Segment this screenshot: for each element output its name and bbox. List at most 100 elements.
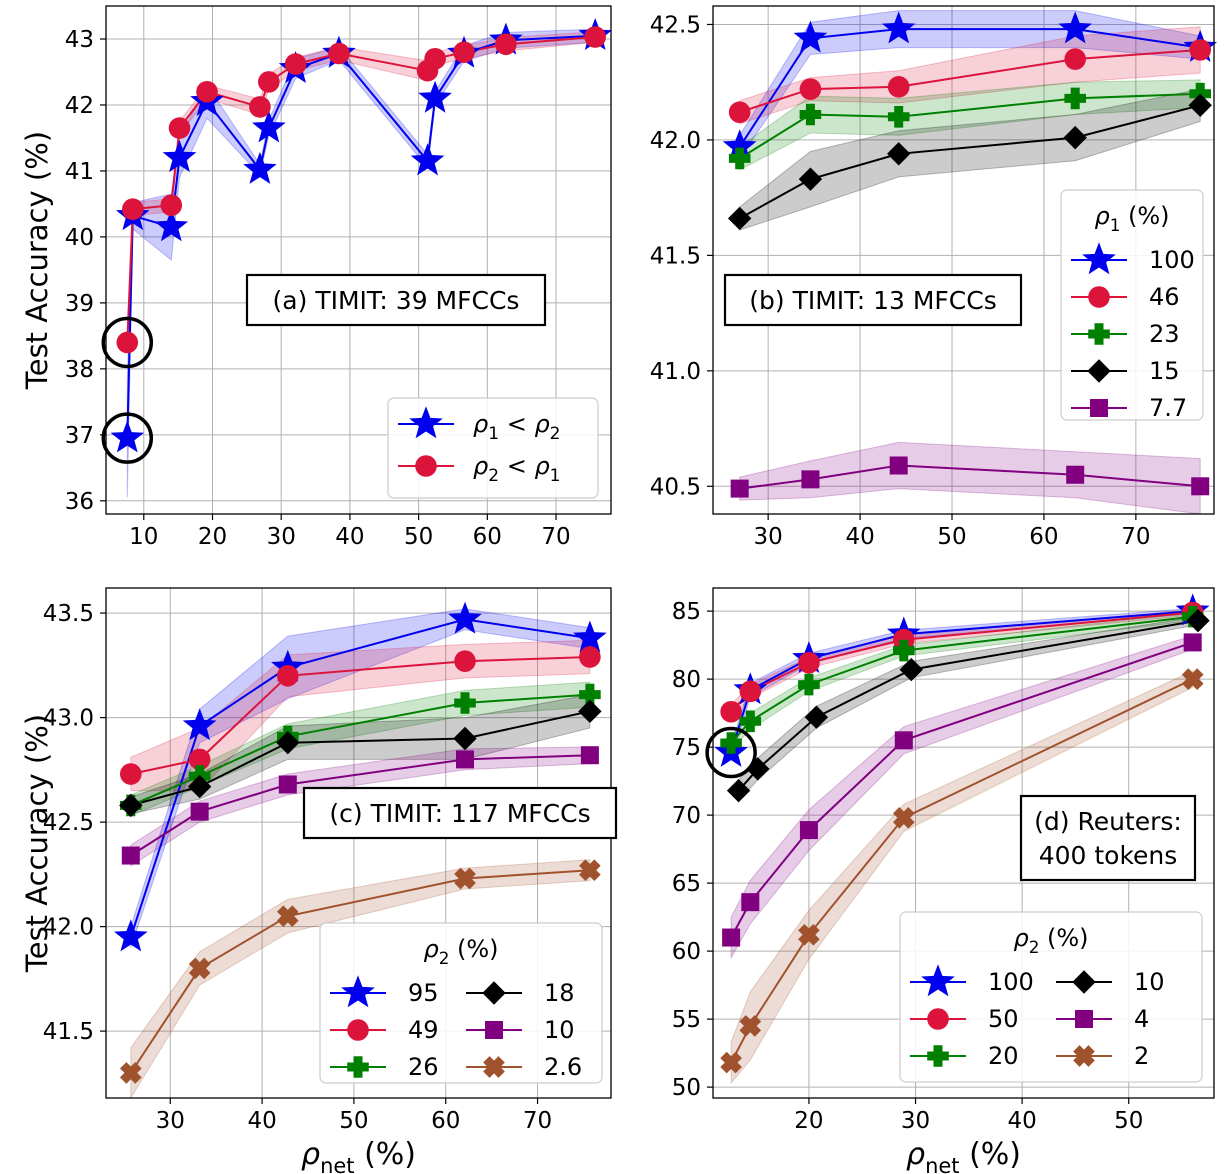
data-point: [1186, 608, 1210, 633]
data-point: [188, 748, 211, 771]
legend-marker: [1090, 399, 1108, 417]
y-tick-label: 70: [672, 803, 701, 829]
data-point: [190, 802, 209, 821]
data-point: [579, 859, 601, 882]
legend-label: 18: [544, 979, 575, 1007]
x-tick-label: 20: [794, 1108, 823, 1134]
data-point: [728, 101, 751, 124]
y-tick-label: 43: [65, 27, 94, 53]
y-tick-label: 60: [672, 939, 701, 965]
data-point: [196, 80, 218, 103]
data-point: [1191, 477, 1210, 496]
legend-marker: [1075, 1010, 1093, 1028]
y-tick-label: 42.5: [650, 12, 701, 38]
data-point: [456, 750, 475, 769]
legend-marker: [927, 1008, 949, 1030]
x-tick-label: 60: [473, 524, 502, 550]
x-tick-label: 50: [339, 1108, 368, 1134]
data-point: [579, 683, 601, 706]
legend-label: 10: [1134, 968, 1165, 996]
y-tick-label: 42.0: [650, 128, 701, 154]
data-point: [276, 730, 300, 755]
legend-label: 20: [988, 1042, 1019, 1070]
data-point: [798, 167, 823, 191]
annotation-text: (c) TIMIT: 117 MFCCs: [329, 799, 590, 828]
data-point: [188, 957, 211, 980]
legend-label: 23: [1149, 320, 1180, 348]
legend: ρ2 (%) 100 50 20 10 4 2: [899, 911, 1203, 1083]
legend-marker: [1082, 242, 1116, 275]
y-tick-label: 41.0: [650, 359, 701, 385]
x-tick-label: 70: [1121, 524, 1150, 550]
annotation-box: [1019, 794, 1197, 882]
legend-marker: [347, 1019, 369, 1041]
data-point: [578, 699, 602, 724]
legend-label: ρ2 < ρ1: [473, 452, 561, 486]
data-point: [889, 456, 908, 475]
legend-title: ρ1 (%): [1094, 202, 1169, 235]
x-tick-label: 30: [754, 524, 783, 550]
data-point: [114, 919, 148, 952]
x-tick-label: 40: [845, 524, 874, 550]
data-point: [121, 198, 144, 220]
data-point: [110, 420, 145, 453]
y-tick-label: 80: [672, 667, 701, 693]
legend-marker: [485, 1021, 503, 1039]
axes-frame: [105, 5, 612, 515]
data-point: [741, 893, 760, 912]
data-point: [739, 710, 762, 733]
data-point: [720, 732, 742, 754]
highlight-circle: [101, 316, 154, 369]
data-point: [881, 11, 916, 44]
x-tick-label: 30: [267, 524, 296, 550]
legend-label: 50: [988, 1005, 1019, 1033]
data-point: [1064, 48, 1086, 70]
data-point: [739, 680, 762, 703]
data-point: [730, 479, 749, 498]
annotation-box: [245, 273, 547, 327]
data-point: [580, 746, 599, 765]
y-tick-label: 36: [65, 489, 94, 515]
x-tick-label: 60: [431, 1108, 460, 1134]
legend-label: 10: [544, 1016, 575, 1044]
y-tick-label: 43.5: [43, 601, 94, 627]
legend-marker: [1088, 286, 1110, 308]
data-point: [893, 628, 915, 651]
x-tick-label: 40: [335, 524, 364, 550]
data-point: [798, 652, 820, 674]
data-point: [1058, 11, 1092, 44]
x-axis-label: ρnet (%): [301, 1137, 416, 1174]
y-tick-label: 42.0: [43, 915, 94, 941]
data-point: [454, 650, 476, 672]
y-tick-label: 75: [672, 735, 701, 761]
data-point: [410, 143, 445, 176]
y-tick-label: 37: [65, 423, 94, 449]
legend-marker: [921, 964, 955, 997]
x-tick-label: 50: [1114, 1108, 1143, 1134]
data-point: [801, 470, 820, 489]
data-point: [799, 78, 822, 100]
data-point: [154, 209, 189, 242]
data-point: [453, 41, 475, 63]
data-point: [1181, 668, 1204, 690]
panel-a: 10 20 30 40 50 60 70 36 37 38 39 40 41 42 43 (a) TIMIT:…: [20, 5, 612, 550]
data-point: [722, 928, 741, 947]
data-point: [187, 774, 212, 799]
y-tick-label: 50: [672, 1075, 701, 1101]
data-point: [119, 1062, 142, 1084]
legend-marker: [1072, 970, 1096, 994]
y-tick-label: 85: [672, 599, 701, 625]
data-point: [799, 103, 822, 126]
legend-label: 95: [408, 979, 439, 1007]
x-tick-label: 70: [523, 1108, 552, 1134]
y-tick-label: 65: [672, 871, 701, 897]
data-point: [720, 700, 742, 723]
legend-box: [899, 911, 1203, 1083]
legend-title: ρ2 (%): [423, 935, 498, 968]
legend-label: 15: [1149, 357, 1180, 385]
axes-frame: [712, 587, 1215, 1099]
y-tick-label: 41.5: [650, 243, 701, 269]
legend-title: ρ2 (%): [1013, 924, 1088, 957]
x-tick-label: 30: [901, 1108, 930, 1134]
